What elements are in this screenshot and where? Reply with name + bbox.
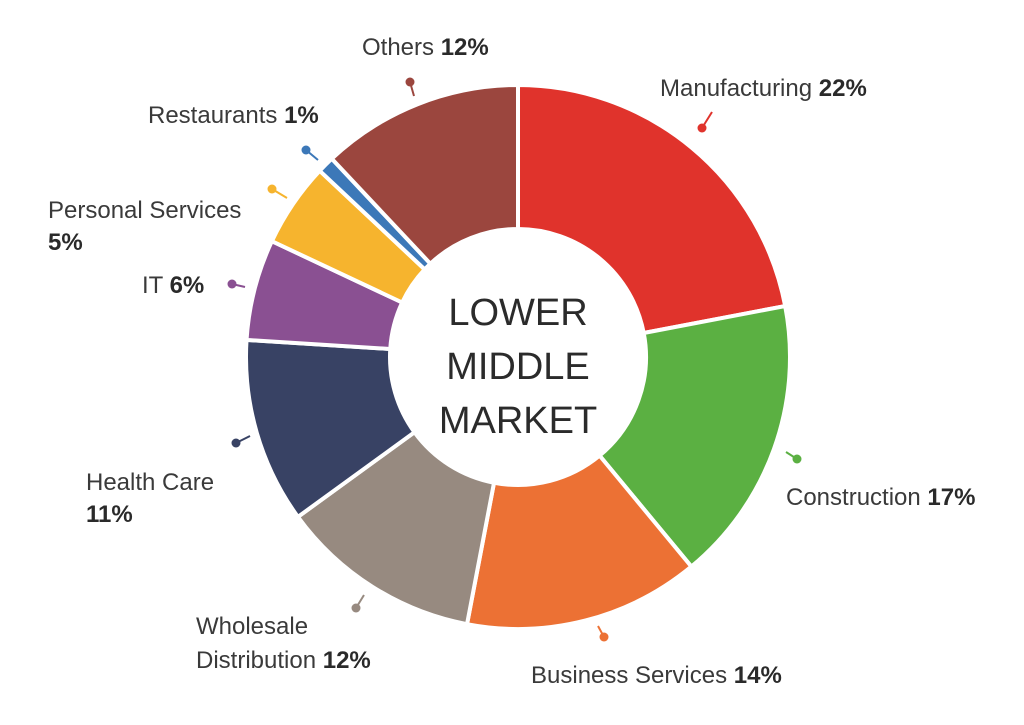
slice-label-personal-services: Personal Services 5% [48,184,288,256]
slice-label-text: 11% [86,501,133,528]
leader-dot [301,145,311,155]
leader-dot [267,184,277,194]
slice-name: Others [362,34,441,61]
slice-label-construction: Construction 17% [785,451,975,511]
slice-name: Manufacturing [660,75,819,102]
slice-label-text: Others 12% [362,34,489,61]
slice-label-text: Wholesale [196,613,308,640]
slice-percent: 11% [86,501,133,528]
slice-percent: 14% [734,662,782,689]
slice-label-others: Others 12% [362,34,489,97]
slice-label-text: Restaurants 1% [148,102,319,129]
slice-label-text: Business Services 14% [531,662,782,689]
slice-name: Health Care [86,469,214,496]
leader-dot [599,632,609,642]
leader-dot [231,438,241,448]
slice-percent: 6% [170,272,205,299]
slice-label-text: Manufacturing 22% [660,75,867,102]
pie-slice-others [328,82,520,267]
slice-label-text: Construction 17% [786,484,975,511]
leader-dot [697,123,707,133]
leader-dot [405,77,415,87]
leader-dot [227,279,237,289]
slice-label-text: IT 6% [142,272,204,299]
slice-label-wholesale-distribution: Wholesale Distribution 12% [196,594,371,674]
slice-label-text: Health Care [86,469,214,496]
slice-label-text: 5% [48,229,83,256]
slice-name: Personal Services [48,197,241,224]
slice-name: Business Services [531,662,734,689]
slice-percent: 12% [441,34,489,61]
slice-label-health-care: Health Care 11% [86,435,251,528]
slice-percent: 1% [284,102,319,129]
slice-name: Wholesale [196,613,308,640]
slice-percent: 22% [819,75,867,102]
slice-name: Distribution [196,647,323,674]
slice-percent: 12% [323,647,371,674]
pie-slice-manufacturing [516,82,788,336]
pie-slice-construction [596,303,792,570]
slice-percent: 5% [48,229,83,256]
slice-name: Restaurants [148,102,284,129]
center-label-line: MIDDLE [446,346,590,388]
slice-percent: 17% [927,484,975,511]
slice-name: Construction [786,484,927,511]
slice-label-business-services: Business Services 14% [531,625,782,689]
slice-label-text: Distribution 12% [196,647,371,674]
slice-label-manufacturing: Manufacturing 22% [660,75,867,133]
slice-label-restaurants: Restaurants 1% [148,102,319,161]
slice-name: IT [142,272,170,299]
slice-label-it: IT 6% [142,272,246,299]
center-label-line: LOWER [448,292,587,334]
slice-label-text: Personal Services [48,197,241,224]
center-label-line: MARKET [439,400,597,442]
leader-dot [351,603,361,613]
pie-slice-business-services [464,452,695,631]
leader-dot [792,454,802,464]
center-label: LOWER MIDDLE MARKET [439,292,597,442]
